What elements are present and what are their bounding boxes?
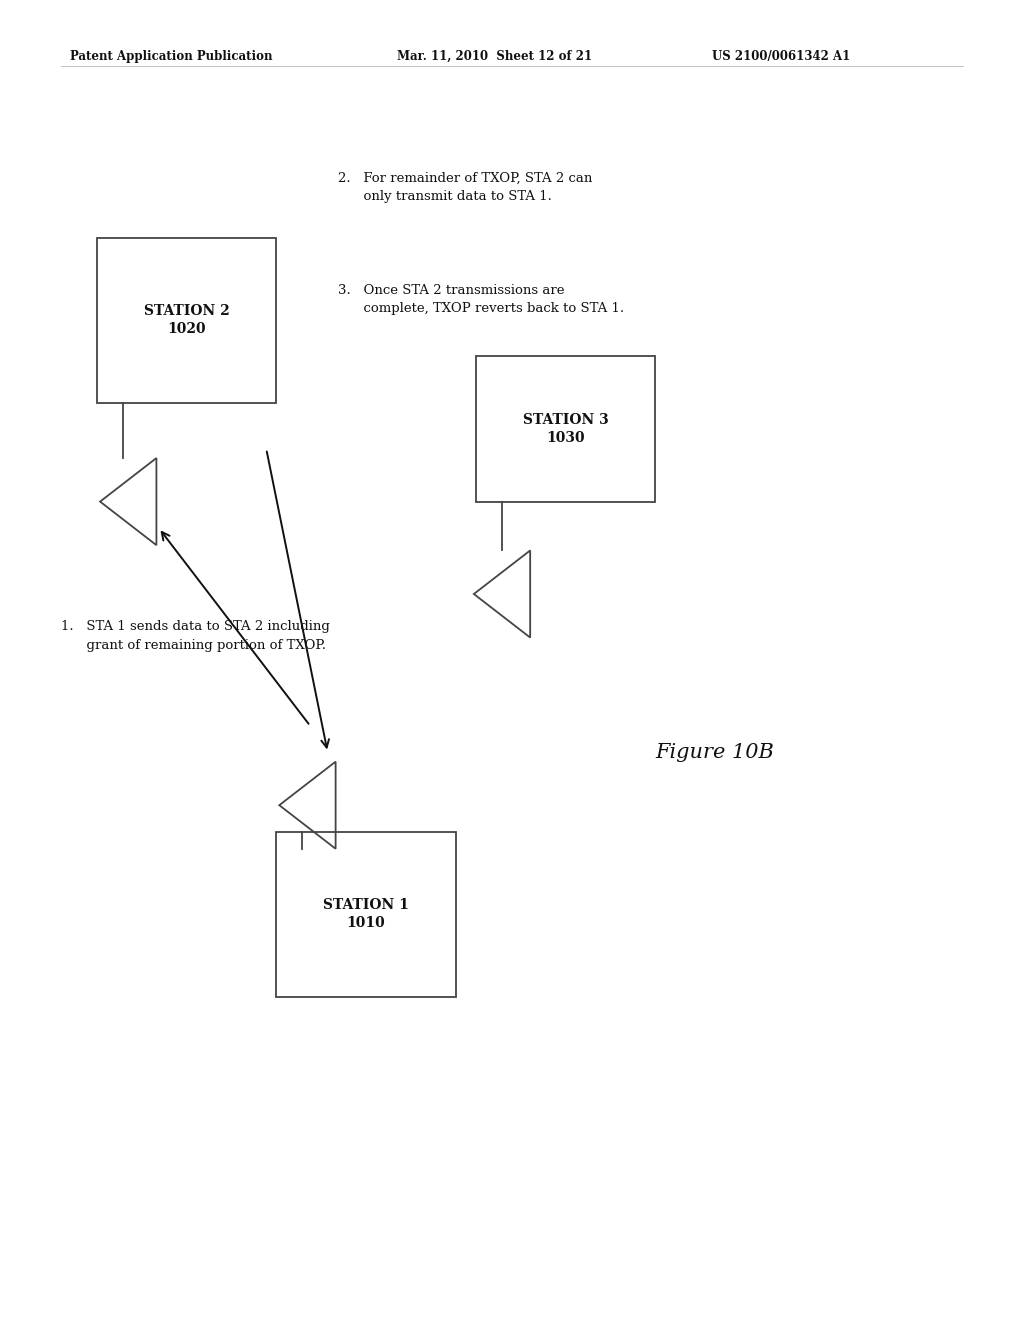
Text: Mar. 11, 2010  Sheet 12 of 21: Mar. 11, 2010 Sheet 12 of 21 bbox=[397, 50, 593, 63]
Bar bbox=[276, 832, 456, 997]
Text: STATION 3
1030: STATION 3 1030 bbox=[523, 413, 608, 445]
Text: 3.   Once STA 2 transmissions are
      complete, TXOP reverts back to STA 1.: 3. Once STA 2 transmissions are complete… bbox=[338, 284, 624, 315]
Text: US 2100/0061342 A1: US 2100/0061342 A1 bbox=[712, 50, 850, 63]
Text: 2.   For remainder of TXOP, STA 2 can
      only transmit data to STA 1.: 2. For remainder of TXOP, STA 2 can only… bbox=[338, 172, 592, 203]
Text: STATION 1
1010: STATION 1 1010 bbox=[324, 898, 409, 931]
Text: Patent Application Publication: Patent Application Publication bbox=[70, 50, 272, 63]
Bar bbox=[97, 238, 276, 403]
Text: Figure 10B: Figure 10B bbox=[655, 743, 774, 762]
Bar bbox=[476, 356, 655, 502]
Text: 1.   STA 1 sends data to STA 2 including
      grant of remaining portion of TXO: 1. STA 1 sends data to STA 2 including g… bbox=[61, 620, 331, 652]
Text: STATION 2
1020: STATION 2 1020 bbox=[144, 304, 229, 337]
